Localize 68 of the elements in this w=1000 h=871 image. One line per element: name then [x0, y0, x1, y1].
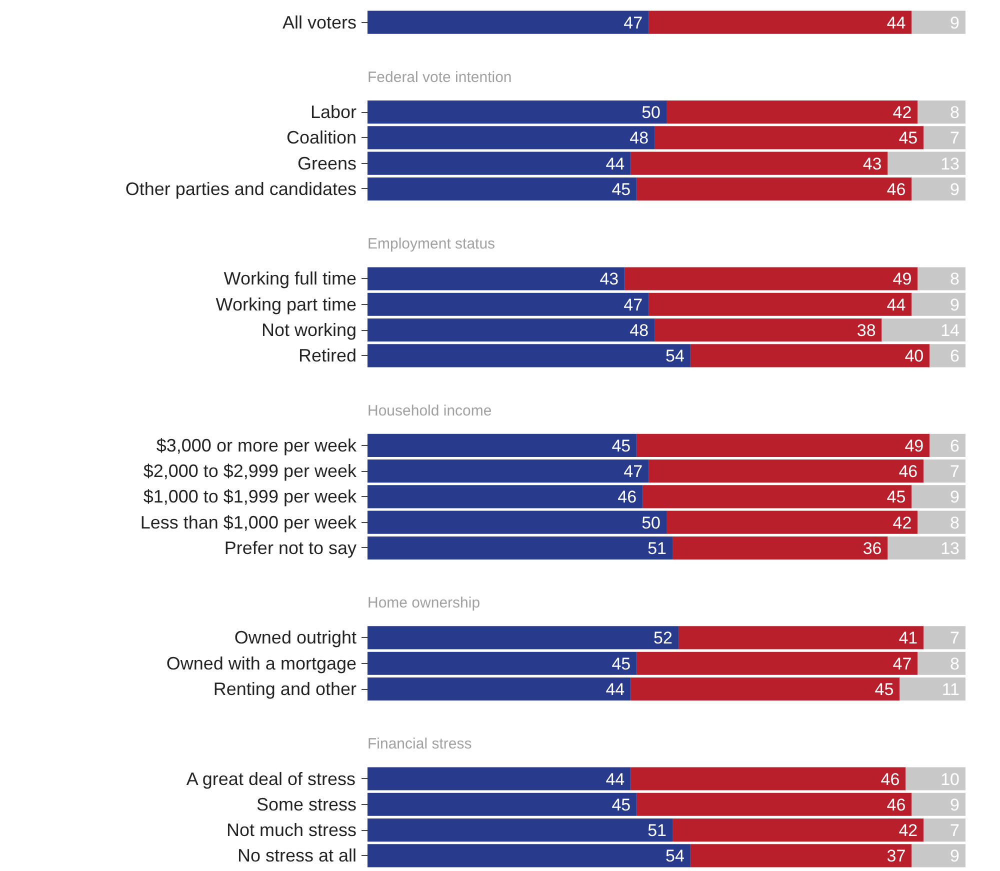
- data-label: 45: [612, 654, 631, 674]
- data-label: 47: [892, 654, 912, 674]
- y-tick-label: Labor: [310, 102, 357, 122]
- data-label: 47: [624, 295, 643, 314]
- y-tick-label: Owned outright: [234, 628, 357, 648]
- data-label: 50: [642, 103, 661, 122]
- data-label: 42: [898, 821, 918, 840]
- y-tick-label: Not much stress: [226, 820, 357, 840]
- data-label: 43: [862, 154, 882, 174]
- y-tick-label: $3,000 or more per week: [156, 435, 358, 456]
- annotation: Household income: [368, 402, 492, 420]
- data-label: 46: [880, 770, 900, 789]
- data-label: 46: [898, 462, 918, 482]
- y-tick-label: Working full time: [224, 268, 357, 289]
- annotation: Employment status: [368, 236, 496, 253]
- data-label: 48: [630, 128, 649, 148]
- y-tick-label: A great deal of stress: [186, 768, 356, 789]
- y-tick-label: Working part time: [216, 294, 357, 314]
- data-label: 43: [600, 270, 619, 289]
- data-label: 46: [618, 488, 637, 507]
- data-label: 47: [624, 462, 643, 482]
- y-tick-label: All voters: [282, 12, 357, 32]
- data-label: 51: [648, 538, 666, 558]
- y-tick-label: Renting and other: [213, 679, 357, 700]
- y-tick-label: Less than $1,000 per week: [140, 512, 358, 532]
- data-label: 44: [606, 770, 625, 789]
- annotation: Federal vote intention: [368, 68, 512, 86]
- y-tick-label: $1,000 to $1,999 per week: [143, 486, 358, 507]
- y-tick-label: Some stress: [256, 794, 357, 814]
- data-label: 44: [886, 13, 906, 32]
- data-label: 46: [886, 795, 906, 814]
- y-tick-label: No stress at all: [237, 846, 357, 866]
- data-label: 36: [862, 538, 882, 558]
- data-label: 51: [648, 821, 666, 840]
- data-label: 44: [606, 154, 625, 174]
- annotation: Financial stress: [368, 736, 472, 753]
- y-tick-label: $2,000 to $2,999 per week: [143, 461, 358, 482]
- y-tick-label: Not working: [261, 320, 357, 340]
- data-label: 46: [886, 180, 906, 199]
- data-label: 54: [666, 346, 684, 366]
- data-label: 52: [654, 628, 672, 648]
- data-label: 42: [892, 103, 912, 122]
- data-label: 44: [886, 295, 906, 314]
- data-label: 50: [642, 513, 661, 532]
- data-label: 45: [612, 795, 631, 814]
- data-label: 41: [898, 628, 918, 648]
- y-tick-label: Coalition: [286, 128, 357, 148]
- data-label: 45: [874, 680, 894, 700]
- data-label: 49: [904, 436, 924, 456]
- y-tick-label: Retired: [298, 346, 357, 366]
- annotation: Home ownership: [368, 594, 480, 612]
- data-label: 48: [630, 321, 649, 340]
- data-label: 45: [886, 488, 906, 507]
- data-label: 47: [624, 13, 643, 32]
- y-tick-label: Prefer not to say: [224, 538, 357, 558]
- data-label: 42: [892, 513, 912, 532]
- y-tick-label: Other parties and candidates: [125, 178, 357, 199]
- y-tick-label: Owned with a mortgage: [166, 653, 357, 674]
- data-label: 45: [898, 128, 918, 148]
- data-label: 40: [904, 346, 924, 366]
- data-label: 45: [612, 436, 631, 456]
- data-label: 45: [612, 180, 631, 199]
- data-label: 37: [886, 846, 906, 866]
- data-label: 44: [606, 680, 625, 700]
- data-label: 49: [892, 270, 912, 289]
- data-label: 54: [666, 846, 684, 866]
- y-tick-label: Greens: [297, 153, 357, 174]
- data-label: 38: [856, 321, 876, 340]
